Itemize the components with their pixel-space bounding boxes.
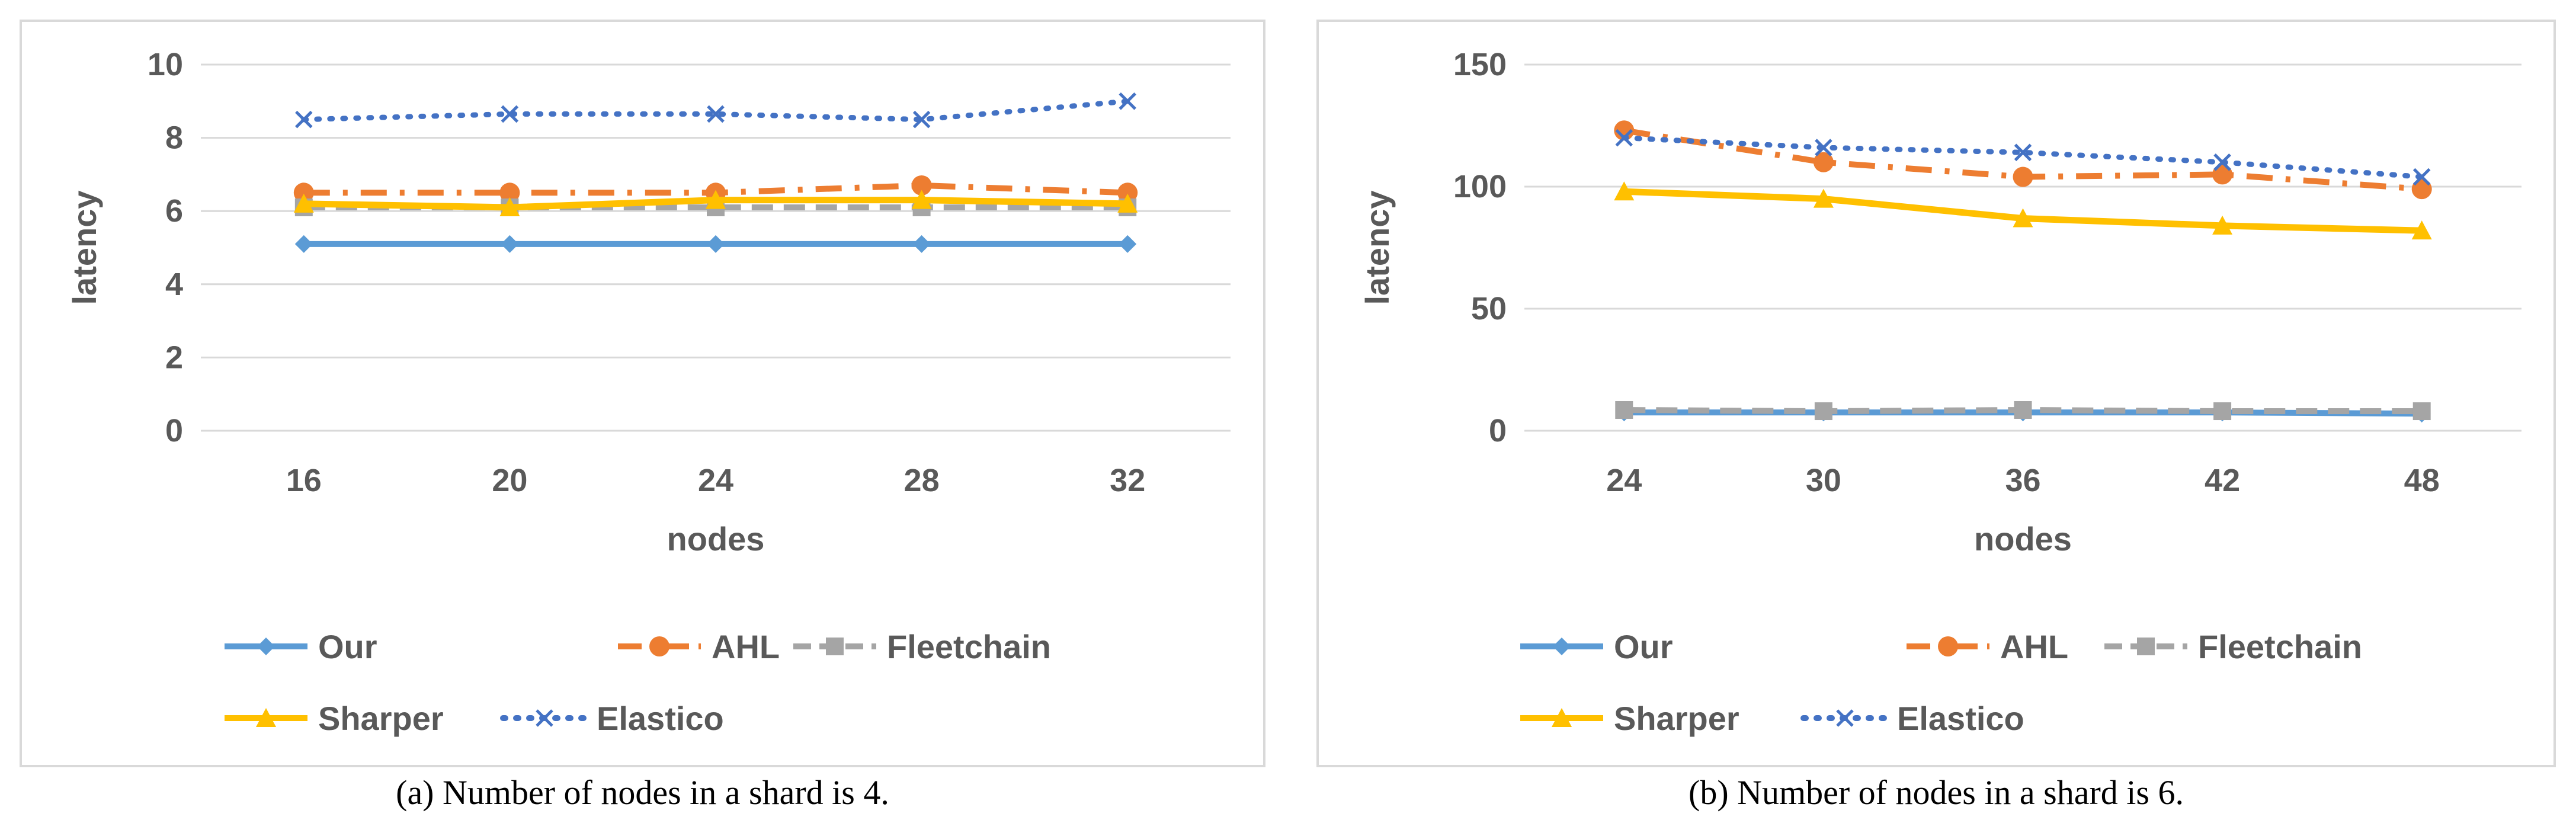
chart-b-point-elastico-30 xyxy=(1815,139,1832,156)
chart-b-point-fleetchain-42 xyxy=(2213,402,2232,421)
chart-a-legend-marker-sharper xyxy=(256,708,276,727)
caption-a: (a) Number of nodes in a shard is 4. xyxy=(396,773,889,812)
chart-a-xtick-24: 24 xyxy=(698,463,733,498)
chart-a-legend-marker-fleetchain xyxy=(826,638,844,655)
chart-b-xtick-42: 42 xyxy=(2205,463,2240,498)
chart-a-legend-label-fleetchain: Fleetchain xyxy=(887,628,1051,665)
chart-b-point-sharper-48 xyxy=(2411,220,2432,240)
caption-b: (b) Number of nodes in a shard is 6. xyxy=(1689,773,2184,812)
chart-a-point-our-28 xyxy=(912,235,931,253)
chart-b-point-elastico-24 xyxy=(1615,129,1633,147)
chart-a-point-elastico-24 xyxy=(707,105,725,123)
chart-a-ytick-10: 10 xyxy=(148,47,183,82)
chart-b-legend-label-sharper: Sharper xyxy=(1614,700,1739,737)
chart-a-point-our-20 xyxy=(501,235,519,253)
chart-b-legend-marker-our xyxy=(1553,638,1571,655)
chart-panel-b: 0 50 100 150 24 30 36 42 48 nodes latency Our AHL Fle… xyxy=(1316,20,2556,767)
chart-b-point-ahl-48 xyxy=(2411,179,2432,200)
chart-b-ytick-0: 0 xyxy=(1489,413,1507,449)
chart-b-point-elastico-42 xyxy=(2213,153,2231,171)
chart-a-legend-label-ahl: AHL xyxy=(712,628,780,665)
chart-b-point-ahl-24 xyxy=(1614,120,1635,141)
chart-a-legend-label-elastico: Elastico xyxy=(597,700,724,737)
chart-b-legend-label-fleetchain: Fleetchain xyxy=(2198,628,2362,665)
chart-a-xtick-32: 32 xyxy=(1110,463,1145,498)
chart-b-point-ahl-36 xyxy=(2013,166,2033,187)
chart-a-legend-marker-our xyxy=(257,638,275,655)
chart-b-point-fleetchain-30 xyxy=(1814,402,1832,421)
chart-a-x-axis-title: nodes xyxy=(667,520,765,558)
chart-a-point-our-24 xyxy=(707,235,725,253)
chart-b-series-line-elastico xyxy=(1621,135,2425,180)
chart-b-point-fleetchain-48 xyxy=(2412,402,2431,421)
chart-b-xtick-30: 30 xyxy=(1806,463,1841,498)
chart-a-series-line-elastico xyxy=(301,98,1130,123)
chart-b-legend-label-elastico: Elastico xyxy=(1897,700,2024,737)
chart-a-xtick-28: 28 xyxy=(904,463,940,498)
chart-b-legend-marker-sharper xyxy=(1552,708,1572,727)
chart-b-point-sharper-24 xyxy=(1614,181,1635,201)
chart-b-y-axis-title: latency xyxy=(1359,191,1396,305)
chart-a-point-elastico-20 xyxy=(501,105,519,123)
chart-a-point-ahl-16 xyxy=(293,182,314,203)
chart-a-point-our-32 xyxy=(1119,235,1137,253)
chart-b-point-sharper-42 xyxy=(2212,215,2233,235)
chart-b-ytick-150: 150 xyxy=(1453,47,1507,82)
chart-b-point-fleetchain-36 xyxy=(2014,401,2032,419)
chart-a-legend-label-sharper: Sharper xyxy=(318,700,444,737)
chart-a-point-ahl-20 xyxy=(499,182,520,203)
chart-a-point-elastico-16 xyxy=(295,110,313,129)
chart-b-point-sharper-36 xyxy=(2013,208,2033,228)
chart-b-ytick-50: 50 xyxy=(1471,291,1507,326)
chart-a-legend-marker-ahl xyxy=(649,636,669,656)
chart-b-xtick-24: 24 xyxy=(1606,463,1642,498)
chart-b-point-sharper-30 xyxy=(1813,188,1834,208)
chart-b-legend-label-ahl: AHL xyxy=(2000,628,2068,665)
chart-b-point-elastico-48 xyxy=(2412,168,2431,186)
chart-a-point-ahl-28 xyxy=(911,175,932,196)
chart-panel-a: 0 2 4 6 8 10 16 20 24 28 32 nodes latency Our AHL Fleet… xyxy=(20,20,1265,767)
chart-a-legend-label-our: Our xyxy=(318,628,377,665)
chart-b-point-elastico-36 xyxy=(2014,143,2032,162)
chart-a-point-elastico-32 xyxy=(1119,92,1136,110)
chart-b-ytick-100: 100 xyxy=(1453,169,1507,204)
chart-a-xtick-16: 16 xyxy=(286,463,322,498)
chart-a-ytick-4: 4 xyxy=(165,267,183,302)
chart-a-ytick-6: 6 xyxy=(165,193,183,229)
chart-a-ytick-8: 8 xyxy=(165,120,183,156)
chart-a-point-ahl-32 xyxy=(1117,182,1138,203)
chart-a-y-axis-title: latency xyxy=(66,191,103,305)
chart-a-point-sharper-28 xyxy=(911,190,932,209)
chart-a-point-sharper-20 xyxy=(499,197,520,217)
chart-a-legend-marker-elastico xyxy=(536,709,553,727)
chart-a-point-elastico-28 xyxy=(912,110,931,129)
chart-b-legend-marker-fleetchain xyxy=(2137,638,2155,655)
chart-a-point-sharper-32 xyxy=(1117,193,1138,213)
chart-a-xtick-20: 20 xyxy=(492,463,527,498)
chart-b-legend-label-our: Our xyxy=(1614,628,1673,665)
chart-b-svg: 0 50 100 150 24 30 36 42 48 nodes latency Our AHL Fle… xyxy=(1359,47,2521,737)
chart-a-point-our-16 xyxy=(294,235,313,253)
chart-a-point-sharper-24 xyxy=(706,190,726,209)
chart-a-ytick-0: 0 xyxy=(165,413,183,449)
chart-b-xtick-48: 48 xyxy=(2404,463,2440,498)
chart-b-x-axis-title: nodes xyxy=(1974,520,2072,558)
chart-b-xtick-36: 36 xyxy=(2005,463,2040,498)
chart-b-point-ahl-30 xyxy=(1813,152,1834,172)
chart-b-legend-marker-elastico xyxy=(1836,709,1854,727)
chart-a-ytick-2: 2 xyxy=(165,339,183,375)
chart-b-point-ahl-42 xyxy=(2212,164,2233,185)
chart-a-point-sharper-16 xyxy=(293,193,314,213)
chart-b-legend-marker-ahl xyxy=(1938,636,1958,656)
chart-b-point-fleetchain-24 xyxy=(1615,401,1633,419)
